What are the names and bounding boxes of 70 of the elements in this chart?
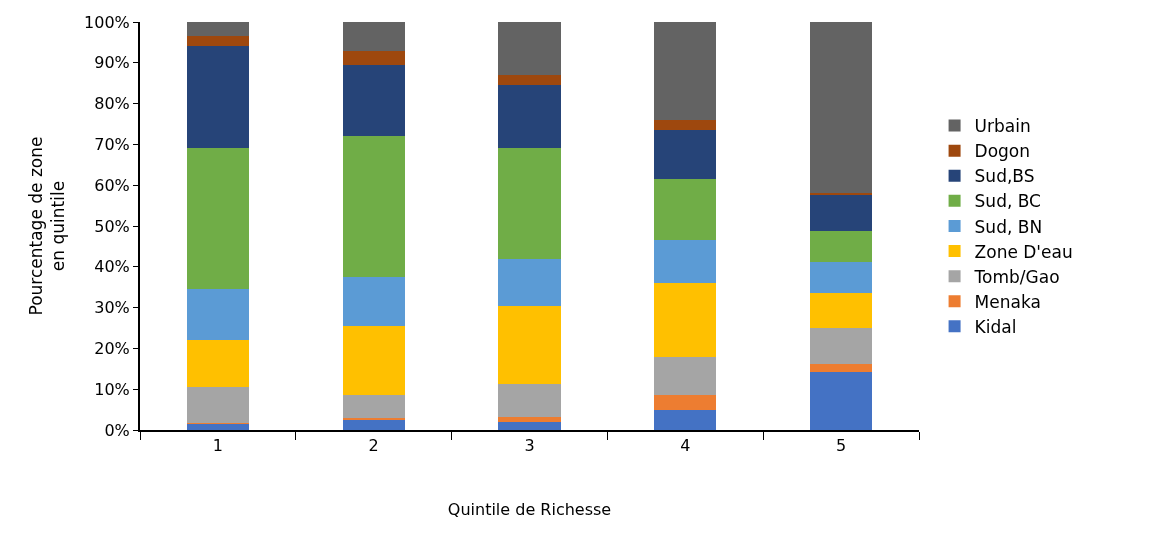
- legend-label: Zone D'eau: [974, 241, 1073, 262]
- legend-label: Menaka: [974, 291, 1041, 312]
- bar: [809, 22, 873, 193]
- bar: [498, 305, 561, 385]
- bar: [654, 130, 717, 180]
- bar: [654, 409, 717, 430]
- bar: [654, 395, 717, 410]
- legend-label: Dogon: [974, 141, 1031, 162]
- bar: [654, 283, 717, 357]
- y-tick-label: 0%: [104, 420, 130, 440]
- y-tick-label: 80%: [94, 94, 130, 114]
- legend-label: Sud, BC: [974, 191, 1041, 212]
- y-tick-label: 90%: [94, 53, 130, 73]
- bar: [809, 292, 873, 328]
- bar: [342, 394, 405, 418]
- bar: [498, 75, 561, 86]
- bar: [186, 36, 250, 47]
- bar: [342, 417, 405, 420]
- bar: [186, 46, 250, 149]
- x-tick-label: 4: [680, 436, 691, 456]
- bar: [498, 22, 561, 76]
- y-tick-label: 100%: [84, 12, 130, 32]
- legend-label: Kidal: [974, 316, 1017, 337]
- bar: [498, 258, 561, 306]
- bar: [809, 363, 873, 372]
- y-tick-label: 50%: [94, 216, 130, 236]
- bar: [186, 148, 250, 290]
- bar: [809, 328, 873, 364]
- y-tick-label: 30%: [94, 298, 130, 318]
- y-tick-label: 70%: [94, 135, 130, 154]
- y-tick-label: 10%: [94, 379, 130, 399]
- bar: [186, 387, 250, 424]
- y-tick-label: 60%: [94, 175, 130, 195]
- bar: [342, 50, 405, 65]
- bar: [809, 371, 873, 430]
- bar: [498, 384, 561, 417]
- bar: [654, 179, 717, 241]
- bar: [654, 356, 717, 396]
- legend-label: Urbain: [974, 116, 1031, 137]
- bar: [342, 419, 405, 430]
- bar: [809, 230, 873, 262]
- bar: [498, 148, 561, 259]
- bar: [342, 277, 405, 326]
- bar: [809, 195, 873, 231]
- bar: [654, 119, 717, 131]
- bar: [654, 240, 717, 284]
- x-tick-label: 3: [524, 436, 535, 456]
- bar: [342, 325, 405, 395]
- bar: [498, 85, 561, 149]
- bar: [342, 22, 405, 51]
- x-tick-label: 1: [212, 436, 223, 456]
- legend-label: Sud,BS: [974, 166, 1035, 187]
- x-tick-label: 5: [836, 436, 847, 456]
- x-tick-label: 2: [368, 436, 379, 456]
- bar: [342, 64, 405, 137]
- legend-label: Sud, BN: [974, 216, 1043, 237]
- bar: [498, 416, 561, 422]
- bar: [654, 22, 717, 120]
- bar: [186, 22, 250, 37]
- bar: [186, 289, 250, 341]
- y-axis-title: Pourcentage de zone en quintile: [26, 136, 69, 316]
- bar: [342, 136, 405, 277]
- bar: [186, 423, 250, 430]
- legend-label: Tomb/Gao: [973, 266, 1060, 287]
- x-axis-title: Quintile de Richesse: [447, 500, 612, 520]
- y-tick-label: 20%: [94, 339, 130, 358]
- bar: [186, 340, 250, 388]
- y-tick-label: 40%: [94, 257, 130, 277]
- bar: [809, 261, 873, 293]
- bar: [498, 421, 561, 430]
